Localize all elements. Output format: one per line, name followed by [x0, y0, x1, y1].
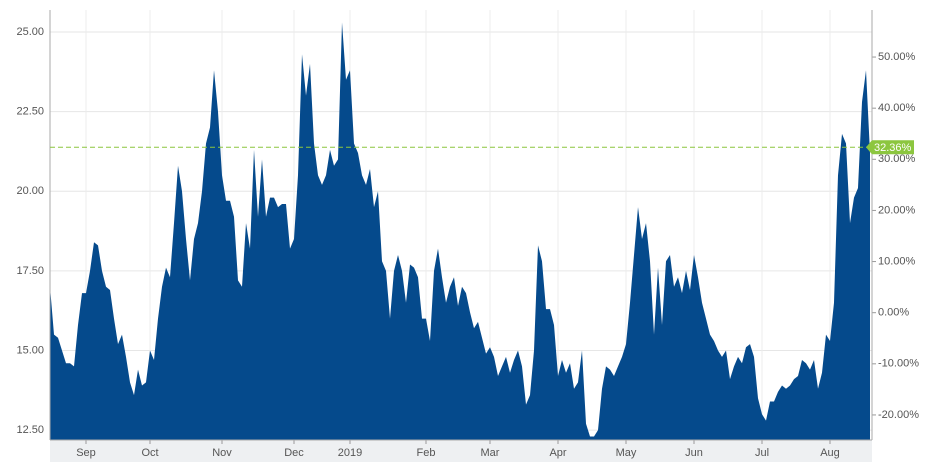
y-tick-label: 17.50	[16, 265, 44, 277]
y2-tick-label: 30.00%	[878, 153, 916, 165]
reference-tag	[866, 140, 914, 155]
x-tick-label: Oct	[141, 447, 158, 459]
x-tick-label: Nov	[212, 447, 232, 459]
y2-tick-label: 40.00%	[878, 102, 916, 114]
x-tick-label: 2019	[338, 447, 362, 459]
x-tick-label: Dec	[284, 447, 304, 459]
reference-label: 32.36%	[874, 142, 912, 154]
x-axis-band	[50, 440, 872, 462]
y2-tick-label: 10.00%	[878, 255, 916, 267]
x-tick-label: Feb	[417, 447, 436, 459]
x-tick-label: May	[616, 447, 637, 459]
x-tick-label: Jul	[755, 447, 769, 459]
y2-tick-label: 20.00%	[878, 204, 916, 216]
y2-tick-label: -10.00%	[878, 358, 919, 370]
x-tick-label: Jun	[685, 447, 703, 459]
x-tick-label: Sep	[76, 447, 96, 459]
area	[50, 22, 870, 441]
y-tick-label: 22.50	[16, 106, 44, 118]
y-tick-label: 25.00	[16, 26, 44, 38]
y2-tick-label: 0.00%	[878, 307, 909, 319]
x-tick-label: Apr	[549, 447, 566, 459]
x-tick-label: Aug	[820, 447, 840, 459]
y2-tick-label: 50.00%	[878, 51, 916, 63]
y-tick-label: 12.50	[16, 424, 44, 436]
y-tick-label: 15.00	[16, 344, 44, 356]
x-tick-label: Mar	[481, 447, 500, 459]
y-tick-label: 20.00	[16, 185, 44, 197]
y2-tick-label: -20.00%	[878, 409, 919, 421]
